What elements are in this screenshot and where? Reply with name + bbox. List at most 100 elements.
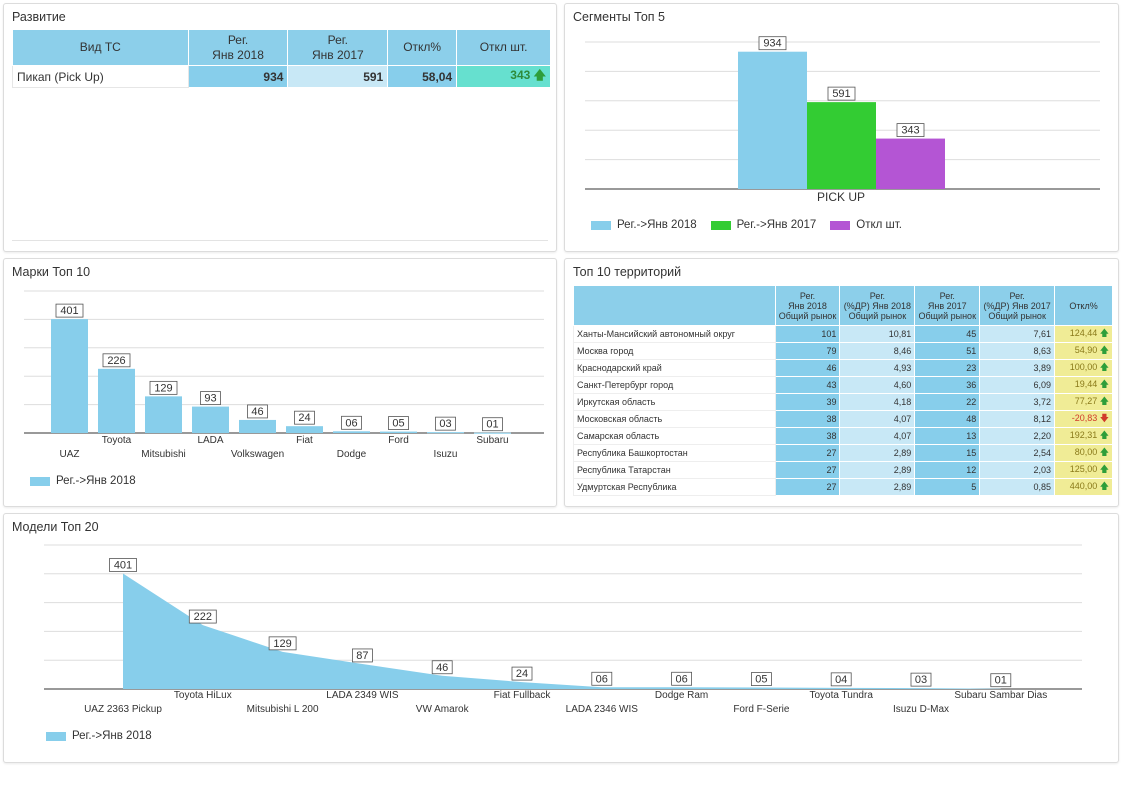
terr-cell-otkl: 124,44 🡅 [1054, 325, 1113, 343]
terr-cell-r17: 5 [914, 478, 981, 496]
data-label: 06 [345, 417, 357, 429]
terr-otkl-value: -20,83 [1071, 413, 1098, 423]
arrow-up-icon: 🡅 [1097, 396, 1109, 406]
header-vid-ts[interactable]: Вид ТС [12, 29, 189, 66]
data-label: 03 [439, 418, 451, 430]
data-label: 24 [298, 412, 310, 424]
data-label: 129 [273, 638, 291, 650]
data-label-box [751, 672, 772, 686]
legend-swatch-2018 [591, 220, 611, 230]
territories-title: Топ 10 территорий [573, 265, 682, 279]
segments-chart: 934 591 343 PICK UP [585, 36, 1100, 204]
terr-cell-name: Удмуртская Республика [573, 478, 776, 496]
data-label-box [294, 410, 315, 425]
brands-title: Марки Топ 10 [12, 265, 91, 279]
models-title: Модели Топ 20 [12, 520, 99, 534]
terr-header-r17[interactable]: Рег. Янв 2017 Общий рынок [914, 285, 981, 326]
table-row[interactable]: Республика Башкортостан 27 2,89 15 2,54 80,00… [573, 444, 1113, 462]
tick-label: Fiat Fullback [494, 690, 552, 701]
data-label-box [55, 303, 84, 318]
table-row[interactable]: Санкт-Петербург город 43 4,60 36 6,09 19,44 🡅 [573, 376, 1113, 394]
tick-label: Ford [388, 435, 409, 446]
data-label: 46 [436, 662, 448, 674]
terr-cell-r18: 79 [774, 342, 841, 360]
bar [333, 431, 370, 433]
bar [380, 431, 417, 433]
terr-cell-p17: 3,72 [979, 393, 1056, 411]
terr-cell-p18: 10,81 [839, 325, 916, 343]
data-label: 05 [755, 674, 767, 686]
legend-label-diff: Откл шт. [856, 219, 902, 231]
segments-legend: Рег.->Янв 2018 Рег.->Янв 2017 Откл шт. [591, 219, 902, 231]
data-label-box [102, 353, 131, 368]
data-label-box [351, 648, 373, 663]
header-otkl-pct[interactable]: Откл% [387, 29, 458, 66]
arrow-up-icon: 🡅 [1097, 447, 1109, 457]
tick-label: Dodge Ram [655, 690, 708, 701]
terr-cell-p17: 7,61 [979, 325, 1056, 343]
table-row[interactable]: Краснодарский край 46 4,93 23 3,89 100,00 🡅 [573, 359, 1113, 377]
data-label-box [482, 417, 503, 432]
terr-cell-r18: 101 [774, 325, 841, 343]
data-label-box [511, 666, 533, 681]
terr-cell-otkl: 100,00 🡅 [1054, 359, 1113, 377]
bar-0 [738, 51, 807, 190]
terr-cell-p17: 3,89 [979, 359, 1056, 377]
tick-label: UAZ [60, 449, 80, 460]
bar-2 [876, 138, 945, 189]
data-label-box [149, 380, 178, 395]
terr-header-p17[interactable]: Рег. (%ДР) Янв 2017 Общий рынок [979, 285, 1056, 326]
bar-1 [807, 102, 876, 189]
brands-legend: Рег.->Янв 2018 [30, 475, 136, 487]
table-row[interactable]: Самарская область 38 4,07 13 2,20 192,31 🡅 [573, 427, 1113, 445]
terr-cell-r18: 39 [774, 393, 841, 411]
data-label: 24 [516, 668, 528, 680]
terr-cell-p18: 8,46 [839, 342, 916, 360]
table-row[interactable]: Ханты-Мансийский автономный округ 101 10,8… [573, 325, 1113, 343]
header-otkl-sht[interactable]: Откл шт. [456, 29, 551, 66]
table-row[interactable]: Московская область 38 4,07 48 8,12 -20,83 🡇 [573, 410, 1113, 428]
data-label-box [896, 123, 925, 137]
tick-label: Toyota [102, 435, 132, 446]
data-label: 05 [392, 418, 404, 430]
terr-header-p18[interactable]: Рег. (%ДР) Янв 2018 Общий рынок [839, 285, 916, 326]
data-label: 222 [194, 611, 212, 623]
table-row[interactable]: Республика Татарстан 27 2,89 12 2,03 125,00 🡅 [573, 461, 1113, 479]
table-row[interactable]: Пикап (Pick Up) 934 591 58,04 343 🡅 [12, 65, 551, 88]
data-label-box [268, 636, 297, 651]
tick-label: Isuzu [434, 449, 458, 460]
terr-header-name[interactable] [573, 285, 776, 326]
terr-cell-p18: 2,89 [839, 444, 916, 462]
bar [239, 419, 276, 433]
arrow-up-icon: 🡅 [1097, 430, 1109, 440]
tick-label: Toyota HiLux [174, 690, 232, 701]
terr-header-r18[interactable]: Рег. Янв 2018 Общий рынок [774, 285, 841, 326]
tick-label: Fiat [296, 435, 313, 446]
arrow-up-icon: 🡅 [1097, 481, 1109, 491]
razvitie-title: Развитие [12, 10, 66, 24]
terr-cell-otkl: 54,90 🡅 [1054, 342, 1113, 360]
header-reg-2018[interactable]: Рег. Янв 2018 [187, 29, 289, 66]
terr-cell-p17: 0,85 [979, 478, 1056, 496]
terr-cell-r17: 48 [914, 410, 981, 428]
panel-divider [12, 240, 548, 241]
arrow-up-icon: 🡅 [533, 68, 546, 82]
table-row[interactable]: Москва город 79 8,46 51 8,63 54,90 🡅 [573, 342, 1113, 360]
terr-header-otkl[interactable]: Откл% [1054, 285, 1113, 326]
data-label: 03 [915, 674, 927, 686]
table-row[interactable]: Иркутская область 39 4,18 22 3,72 77,27 🡅 [573, 393, 1113, 411]
data-label: 46 [251, 406, 263, 418]
models-chart: 401 UAZ 2363 Pickup 222 Toyota HiLux 129 Mits… [44, 544, 1082, 715]
terr-cell-r17: 45 [914, 325, 981, 343]
terr-cell-r17: 22 [914, 393, 981, 411]
tick-label: LADA 2346 WIS [566, 704, 639, 715]
header-reg-2017[interactable]: Рег. Янв 2017 [287, 29, 389, 66]
bar [192, 406, 229, 433]
terr-cell-name: Санкт-Петербург город [573, 376, 776, 394]
tick-label: Mitsubishi L 200 [247, 704, 319, 715]
terr-cell-name: Республика Татарстан [573, 461, 776, 479]
data-label: 06 [596, 673, 608, 685]
terr-cell-name: Республика Башкортостан [573, 444, 776, 462]
table-row[interactable]: Удмуртская Республика 27 2,89 5 0,85 440,00 🡅 [573, 478, 1113, 496]
data-label: 226 [107, 355, 125, 367]
